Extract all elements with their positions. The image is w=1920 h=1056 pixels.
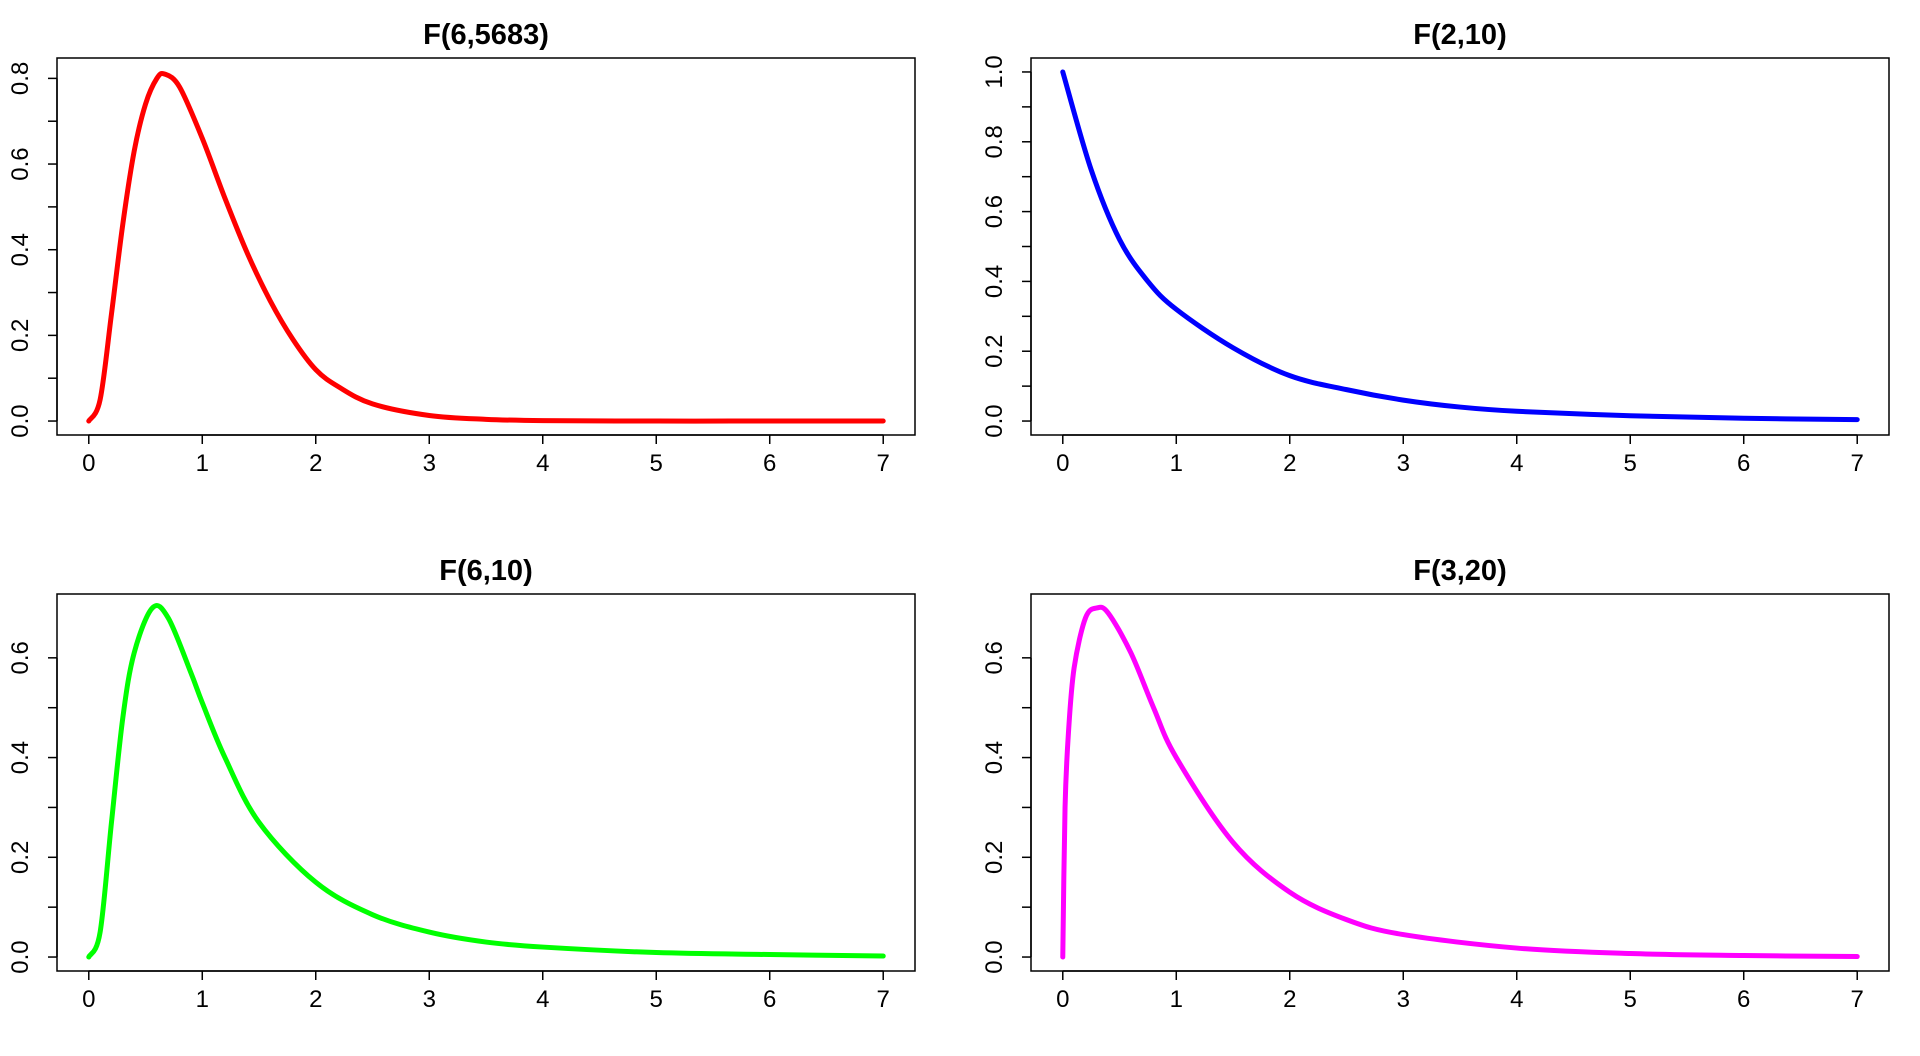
panel-title: F(6,5683) (423, 19, 549, 51)
y-tick-label: 0.4 (981, 265, 1008, 298)
plot-frame (1030, 593, 1890, 972)
density-curve (1060, 69, 1860, 423)
y-tick-label: 0.2 (7, 841, 34, 874)
x-tick-label: 6 (1737, 986, 1750, 1013)
y-tick-label: 0.6 (7, 147, 34, 180)
x-tick-label: 2 (309, 986, 322, 1013)
x-tick-label: 0 (82, 450, 95, 477)
y-tick-label: 0.0 (7, 404, 34, 437)
plot-frame (56, 57, 916, 436)
y-tick-label: 0.0 (981, 404, 1008, 437)
panel-title: F(6,10) (439, 555, 532, 587)
y-tick-label: 0.2 (7, 319, 34, 352)
density-curve (86, 70, 886, 424)
x-tick-label: 1 (196, 986, 209, 1013)
x-tick-label: 3 (1397, 986, 1410, 1013)
plot-frame (1030, 57, 1890, 436)
density-curve (1060, 604, 1860, 960)
panel-title: F(2,10) (1413, 19, 1506, 51)
y-tick-label: 0.0 (981, 940, 1008, 973)
x-tick-label: 4 (536, 986, 549, 1013)
x-tick-label: 2 (1283, 450, 1296, 477)
chart-panel-1: F(6,5683) 0 1 2 3 4 5 6 7 0.0 0.2 0.4 0.6 0.8 (7, 19, 916, 477)
x-tick-label: 4 (1510, 450, 1523, 477)
chart-panel-4: F(3,20) 0 1 2 3 4 5 6 7 0.0 0.2 0.4 0.6 (981, 555, 1890, 1013)
y-tick-label: 1.0 (981, 55, 1008, 88)
x-tick-label: 4 (536, 450, 549, 477)
x-tick-label: 5 (650, 986, 663, 1013)
y-tick-label: 0.6 (981, 641, 1008, 674)
density-curve (86, 603, 886, 960)
x-tick-label: 4 (1510, 986, 1523, 1013)
x-tick-label: 3 (423, 450, 436, 477)
y-tick-label: 0.8 (981, 125, 1008, 158)
x-tick-label: 6 (763, 986, 776, 1013)
x-tick-label: 5 (1624, 450, 1637, 477)
x-tick-label: 7 (1851, 450, 1864, 477)
y-tick-label: 0.0 (7, 940, 34, 973)
x-tick-label: 2 (309, 450, 322, 477)
x-tick-label: 6 (763, 450, 776, 477)
x-tick-label: 7 (877, 986, 890, 1013)
x-tick-label: 1 (1170, 986, 1183, 1013)
x-tick-label: 1 (196, 450, 209, 477)
y-tick-label: 0.4 (7, 233, 34, 266)
x-tick-label: 5 (650, 450, 663, 477)
plot-frame (56, 593, 916, 972)
x-tick-label: 2 (1283, 986, 1296, 1013)
x-tick-label: 7 (877, 450, 890, 477)
y-tick-label: 0.6 (7, 641, 34, 674)
chart-panel-3: F(6,10) 0 1 2 3 4 5 6 7 0.0 0.2 0.4 0.6 (7, 555, 916, 1013)
y-tick-label: 0.4 (7, 741, 34, 774)
x-tick-label: 0 (1056, 450, 1069, 477)
y-tick-label: 0.2 (981, 335, 1008, 368)
y-tick-label: 0.2 (981, 841, 1008, 874)
x-tick-label: 5 (1624, 986, 1637, 1013)
chart-panel-2: F(2,10) 0 1 2 3 4 5 6 7 0.0 0.2 0.4 0.6 0.8 1.0 (981, 19, 1890, 477)
x-tick-label: 7 (1851, 986, 1864, 1013)
x-tick-label: 3 (1397, 450, 1410, 477)
panel-title: F(3,20) (1413, 555, 1506, 587)
y-tick-label: 0.4 (981, 741, 1008, 774)
x-tick-label: 6 (1737, 450, 1750, 477)
x-tick-label: 0 (1056, 986, 1069, 1013)
y-tick-label: 0.8 (7, 62, 34, 95)
x-tick-label: 3 (423, 986, 436, 1013)
x-tick-label: 0 (82, 986, 95, 1013)
x-tick-label: 1 (1170, 450, 1183, 477)
y-tick-label: 0.6 (981, 195, 1008, 228)
